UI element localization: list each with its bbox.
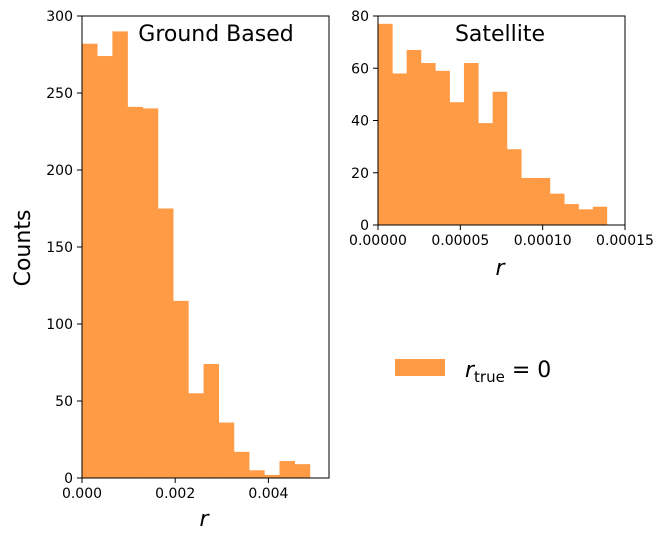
ground-based-bar-3 xyxy=(127,106,144,479)
ground-based-bar-8 xyxy=(203,364,220,478)
satellite-bar-4 xyxy=(435,70,450,225)
ground-based-title: Ground Based xyxy=(138,22,293,47)
ground-based-bar-11 xyxy=(249,470,265,478)
satellite-bar-6 xyxy=(463,63,479,226)
y-tick-label: 200 xyxy=(46,163,73,179)
x-tick-label: 0.00005 xyxy=(431,233,489,249)
satellite-bar-14 xyxy=(578,209,594,225)
x-tick-label: 0.00000 xyxy=(349,233,407,249)
legend: rtrue = 0 xyxy=(395,358,551,386)
satellite-bar-7 xyxy=(478,123,493,225)
legend-label-tail: = 0 xyxy=(505,358,551,383)
x-tick-label: 0.00015 xyxy=(596,233,654,249)
ground-based-bar-14 xyxy=(294,464,311,478)
ground-based-panel: 0.000 0.002 0.004 0 50 100 150 200 250 300 Groun… xyxy=(11,9,330,532)
satellite-panel: 0.00000 0.00005 0.00010 0.00015 0 20 40 60 80 S… xyxy=(349,9,654,281)
satellite-bar-9 xyxy=(506,149,522,225)
ground-based-bar-2 xyxy=(112,31,128,479)
y-tick-label: 80 xyxy=(351,9,369,25)
satellite-bar-11 xyxy=(535,177,551,225)
satellite-x-label: r xyxy=(495,256,506,281)
ground-based-bar-0 xyxy=(82,43,98,478)
satellite-bar-3 xyxy=(420,63,436,226)
y-tick-label: 0 xyxy=(64,471,73,487)
satellite-bar-10 xyxy=(521,177,536,225)
ground-based-bar-10 xyxy=(233,451,250,478)
y-tick-label: 50 xyxy=(55,394,73,410)
y-tick-label: 250 xyxy=(46,86,73,102)
y-tick-label: 300 xyxy=(46,9,73,25)
ground-based-bar-12 xyxy=(264,474,280,478)
ground-based-bar-4 xyxy=(142,108,159,479)
ground-based-bar-1 xyxy=(97,56,113,478)
legend-label: rtrue = 0 xyxy=(465,358,551,386)
x-tick-label: 0.004 xyxy=(248,486,288,502)
ground-based-bar-6 xyxy=(173,300,189,478)
ground-based-bar-13 xyxy=(279,461,295,478)
satellite-bar-2 xyxy=(406,49,422,226)
ground-based-bars xyxy=(82,31,311,479)
satellite-x-ticks: 0.00000 0.00005 0.00010 0.00015 xyxy=(349,225,654,249)
satellite-bar-1 xyxy=(392,73,407,225)
ground-based-x-label: r xyxy=(199,507,210,532)
x-tick-label: 0.002 xyxy=(155,486,195,502)
legend-label-sub: true xyxy=(474,368,505,386)
ground-based-bar-7 xyxy=(188,393,204,478)
satellite-bar-8 xyxy=(492,91,508,225)
y-tick-label: 100 xyxy=(46,317,73,333)
legend-swatch xyxy=(395,359,445,376)
x-tick-label: 0.00010 xyxy=(514,233,572,249)
satellite-bar-13 xyxy=(564,204,579,225)
ground-based-bar-5 xyxy=(157,208,174,478)
satellite-y-ticks: 0 20 40 60 80 xyxy=(351,9,378,234)
satellite-bar-0 xyxy=(378,23,393,226)
y-tick-label: 40 xyxy=(351,114,369,130)
satellite-bars xyxy=(378,23,608,226)
y-tick-label: 0 xyxy=(360,218,369,234)
y-tick-label: 20 xyxy=(351,166,369,182)
satellite-bar-12 xyxy=(549,193,565,225)
y-tick-label: 60 xyxy=(351,61,369,77)
ground-based-x-ticks: 0.000 0.002 0.004 xyxy=(62,478,289,502)
legend-label-main: r xyxy=(465,358,476,383)
ground-based-y-ticks: 0 50 100 150 200 250 300 xyxy=(46,9,82,487)
y-tick-label: 150 xyxy=(46,240,73,256)
satellite-bar-5 xyxy=(449,102,465,225)
x-tick-label: 0.000 xyxy=(62,486,102,502)
counts-y-label: Counts xyxy=(11,210,36,287)
ground-based-bar-9 xyxy=(218,422,235,478)
satellite-title: Satellite xyxy=(455,22,545,47)
satellite-bar-15 xyxy=(592,206,608,225)
